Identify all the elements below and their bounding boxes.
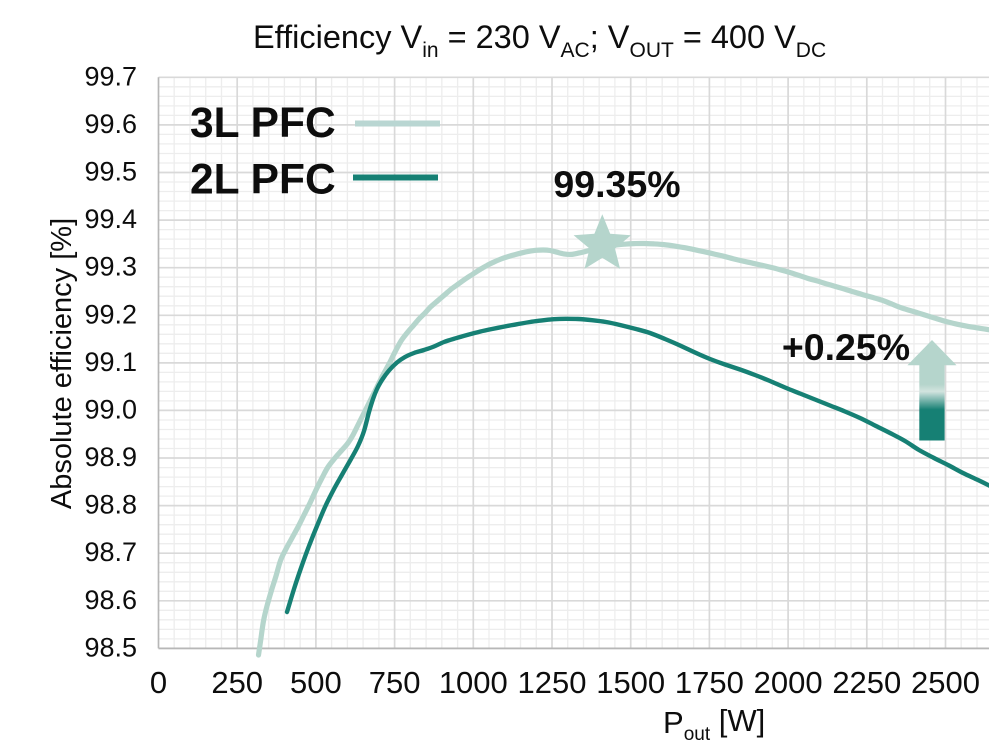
svg-text:99.4: 99.4 xyxy=(84,204,137,234)
svg-text:98.5: 98.5 xyxy=(84,632,137,662)
svg-text:1750: 1750 xyxy=(675,665,744,700)
svg-text:99.1: 99.1 xyxy=(84,347,137,377)
svg-text:98.7: 98.7 xyxy=(84,537,137,567)
svg-text:250: 250 xyxy=(211,665,263,700)
svg-text:2250: 2250 xyxy=(832,665,901,700)
svg-text:1000: 1000 xyxy=(439,665,508,700)
svg-text:0: 0 xyxy=(150,665,167,700)
svg-text:99.35%: 99.35% xyxy=(553,163,680,205)
svg-text:2500: 2500 xyxy=(911,665,980,700)
svg-text:99.6: 99.6 xyxy=(84,109,137,139)
svg-text:99.7: 99.7 xyxy=(84,61,137,91)
svg-text:98.9: 98.9 xyxy=(84,442,137,472)
svg-text:98.8: 98.8 xyxy=(84,490,137,520)
svg-text:99.2: 99.2 xyxy=(84,299,137,329)
svg-text:99.0: 99.0 xyxy=(84,394,137,424)
svg-text:Absolute efficiency [%]: Absolute efficiency [%] xyxy=(46,218,78,509)
svg-text:2000: 2000 xyxy=(754,665,823,700)
svg-text:98.6: 98.6 xyxy=(84,585,137,615)
svg-text:Pout [W]: Pout [W] xyxy=(663,703,765,740)
svg-text:99.3: 99.3 xyxy=(84,252,137,282)
svg-text:750: 750 xyxy=(369,665,421,700)
svg-text:99.5: 99.5 xyxy=(84,157,137,187)
svg-text:Efficiency Vin = 230 VAC; VOUT: Efficiency Vin = 230 VAC; VOUT = 400 VDC xyxy=(253,19,826,62)
svg-text:500: 500 xyxy=(290,665,342,700)
svg-text:1250: 1250 xyxy=(518,665,587,700)
svg-text:+0.25%: +0.25% xyxy=(782,326,910,368)
svg-text:1500: 1500 xyxy=(596,665,665,700)
svg-text:3L PFC: 3L PFC xyxy=(190,100,336,147)
svg-text:2L PFC: 2L PFC xyxy=(190,157,336,204)
